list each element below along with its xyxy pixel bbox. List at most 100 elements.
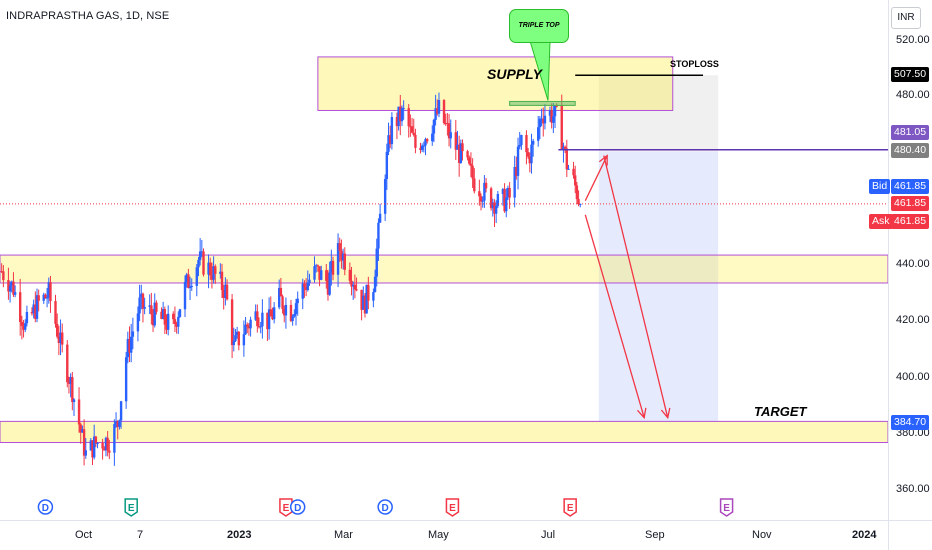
candle-body xyxy=(402,108,405,110)
candle-body xyxy=(555,105,558,107)
candle-body xyxy=(72,399,76,403)
last-price-tag: 461.85 xyxy=(891,196,930,211)
candle-body xyxy=(101,443,104,449)
arrow-line xyxy=(603,155,669,418)
candle-body xyxy=(478,191,481,197)
candle-body xyxy=(457,144,461,164)
candle-body xyxy=(530,144,533,164)
candle-body xyxy=(294,303,298,314)
candle-body xyxy=(141,293,145,309)
candle-body xyxy=(126,339,130,358)
candle-body xyxy=(424,139,427,146)
candle-body xyxy=(8,285,12,292)
candle-body xyxy=(128,339,131,353)
candle-body xyxy=(256,311,259,327)
candle-body xyxy=(267,309,271,330)
candle-body xyxy=(61,332,64,345)
candle-body xyxy=(505,197,508,212)
stoploss-label: STOPLOSS xyxy=(670,59,719,69)
candle-body xyxy=(116,421,119,427)
candle-body xyxy=(24,323,27,330)
candle-body xyxy=(230,299,234,346)
candle-body xyxy=(350,280,353,287)
event-letter: D xyxy=(294,503,301,514)
short-position-risk-box xyxy=(598,75,719,152)
candle-body xyxy=(89,440,93,451)
arrow-head xyxy=(598,154,608,166)
level-purple-price-tag: 481.05 xyxy=(891,125,930,140)
candle-body xyxy=(166,313,170,330)
candle-body xyxy=(225,284,229,300)
candle-body xyxy=(42,294,45,301)
candle-body xyxy=(518,145,521,147)
candle-body xyxy=(407,108,410,127)
symbol-title[interactable]: INDRAPRASTHA GAS, 1D, NSE xyxy=(6,10,170,22)
candle-body xyxy=(543,115,547,124)
candle-body xyxy=(537,127,540,141)
candle-body xyxy=(469,163,473,166)
candle-body xyxy=(259,326,262,328)
candles-layer xyxy=(0,92,582,466)
candle-body xyxy=(419,147,422,150)
candle-body xyxy=(66,344,69,383)
candle-body xyxy=(304,286,308,291)
candle-body xyxy=(313,266,316,280)
candle-body xyxy=(325,270,328,281)
candle-body xyxy=(442,100,446,123)
candle-body xyxy=(173,319,177,324)
dividend-event-icon xyxy=(289,499,306,515)
candle-body xyxy=(548,110,552,116)
candle-body xyxy=(414,134,417,148)
candle-body xyxy=(224,284,227,298)
arrow-line xyxy=(584,214,645,418)
triple-top-callout: TRIPLE TOP xyxy=(509,9,569,43)
candle-body xyxy=(501,189,505,194)
candle-body xyxy=(331,260,335,275)
x-tick-label: Mar xyxy=(334,529,353,541)
candle-body xyxy=(560,105,563,150)
candle-body xyxy=(185,274,188,282)
candle-body xyxy=(563,146,567,149)
candle-body xyxy=(431,133,434,142)
candle-body xyxy=(222,290,225,298)
candle-body xyxy=(409,126,412,128)
candle-body xyxy=(343,253,346,270)
candle-body xyxy=(209,262,212,276)
candle-body xyxy=(531,140,535,145)
currency-selector[interactable]: INR xyxy=(891,7,921,29)
y-tick-label: 420.00 xyxy=(896,314,930,326)
candle-body xyxy=(12,281,15,295)
candle-body xyxy=(163,309,167,325)
candle-body xyxy=(293,313,296,317)
candle-body xyxy=(266,312,269,330)
candle-body xyxy=(318,266,321,280)
candle-body xyxy=(210,275,214,280)
ask-price-tag: 461.85 xyxy=(891,214,930,229)
candle-body xyxy=(542,118,545,124)
candle-body xyxy=(161,309,165,319)
candle-body xyxy=(247,326,251,329)
triple-top-label: TRIPLE TOP xyxy=(518,22,560,29)
candle-body xyxy=(446,123,449,125)
candle-body xyxy=(187,274,190,289)
target-label: TARGET xyxy=(754,404,807,419)
candle-body xyxy=(296,298,299,304)
candle-body xyxy=(466,151,469,158)
candle-body xyxy=(316,265,320,267)
candle-body xyxy=(138,297,141,314)
candle-body xyxy=(422,145,426,147)
earnings-event-icon xyxy=(124,498,138,517)
candle-body xyxy=(508,187,511,198)
candle-body xyxy=(54,301,57,324)
candle-body xyxy=(284,304,288,316)
candle-body xyxy=(538,118,542,128)
candle-body xyxy=(503,189,506,212)
event-letter: D xyxy=(42,503,49,514)
candle-body xyxy=(183,281,187,310)
candle-body xyxy=(0,271,3,273)
candle-body xyxy=(436,108,439,114)
candle-body xyxy=(562,146,565,150)
candle-body xyxy=(277,287,281,308)
candle-body xyxy=(279,287,283,297)
